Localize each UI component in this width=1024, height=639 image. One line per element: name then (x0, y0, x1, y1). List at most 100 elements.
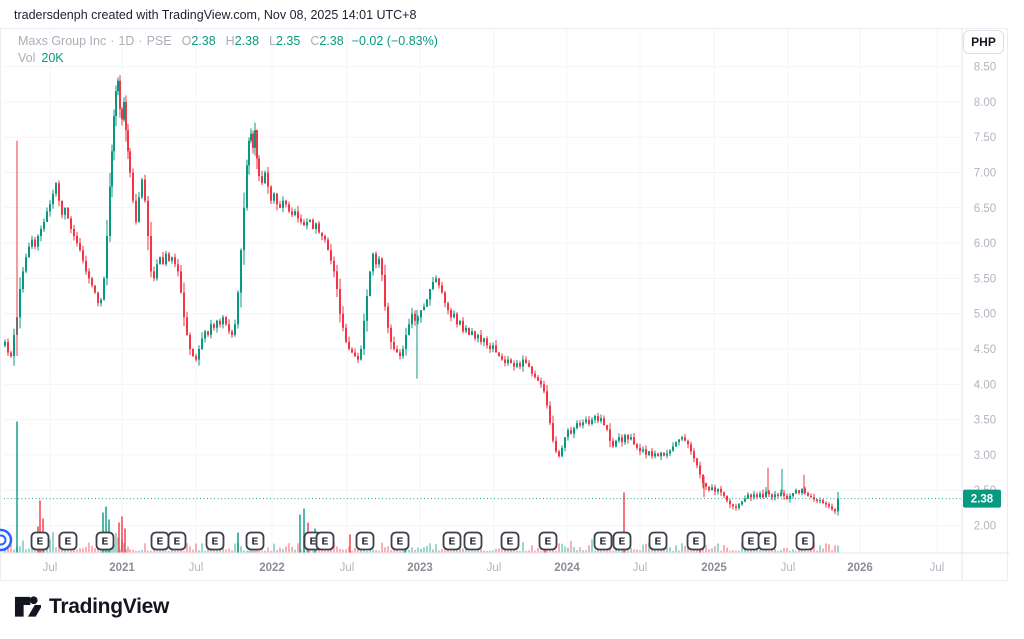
candle (168, 253, 170, 261)
tradingview-logo[interactable]: TradingView (14, 593, 169, 620)
price-axis-label[interactable]: 3.50 (974, 415, 996, 427)
time-axis-label[interactable]: Jul (340, 562, 355, 574)
earnings-marker[interactable] (500, 531, 520, 551)
earnings-marker[interactable] (686, 531, 706, 551)
earnings-marker[interactable] (463, 531, 483, 551)
candle (261, 176, 263, 184)
volume-bar (708, 549, 710, 553)
volume-bar (639, 550, 641, 553)
volume-bar (189, 546, 191, 553)
earnings-marker[interactable] (245, 531, 265, 551)
earnings-marker[interactable] (30, 531, 50, 551)
earnings-marker[interactable] (648, 531, 668, 551)
candle (76, 236, 78, 244)
price-axis-label[interactable]: 5.00 (974, 309, 996, 321)
candle (222, 317, 224, 325)
volume-bar (504, 549, 506, 553)
price-axis-label[interactable]: 8.50 (974, 62, 996, 74)
volume-legend[interactable]: Vol 20K (18, 51, 64, 65)
candle (609, 429, 611, 441)
earnings-marker[interactable] (315, 531, 335, 551)
candle (231, 331, 233, 335)
earnings-marker[interactable] (612, 531, 632, 551)
candle (501, 356, 503, 360)
candle (141, 179, 143, 198)
earnings-marker[interactable] (795, 531, 815, 551)
candle (150, 236, 152, 272)
earnings-marker[interactable] (355, 531, 375, 551)
time-axis-label[interactable]: Jul (43, 562, 58, 574)
candle (117, 80, 119, 92)
candle (657, 453, 659, 457)
candle (309, 219, 311, 222)
candle (606, 425, 608, 430)
time-axis-label[interactable]: Jul (633, 562, 648, 574)
time-axis-label[interactable]: 2026 (847, 562, 873, 574)
volume-bar (339, 548, 341, 553)
price-axis-label[interactable]: 3.00 (974, 450, 996, 462)
earnings-marker[interactable] (442, 531, 462, 551)
symbol-legend[interactable]: Maxs Group Inc · 1D · PSE O2.38 H2.38 L2.35 … (18, 34, 438, 48)
candle (525, 359, 527, 364)
time-axis-label[interactable]: Jul (487, 562, 502, 574)
price-axis-label[interactable]: 7.00 (974, 168, 996, 180)
volume-bar (792, 549, 794, 553)
earnings-marker[interactable] (593, 531, 613, 551)
price-axis-label[interactable]: 4.50 (974, 344, 996, 356)
currency-php-button[interactable]: PHP (963, 30, 1004, 54)
price-axis-label[interactable]: 2.00 (974, 521, 996, 533)
candle (34, 239, 36, 247)
volume-bar (828, 544, 830, 553)
price-axis-label[interactable]: 8.00 (974, 97, 996, 109)
earnings-marker[interactable] (390, 531, 410, 551)
candle (600, 418, 602, 422)
volume-bar (555, 550, 557, 553)
volume-bar (408, 549, 410, 553)
candle (795, 490, 797, 494)
time-axis-label[interactable]: Jul (189, 562, 204, 574)
volume-bar (765, 549, 767, 553)
earnings-marker-label: E (802, 537, 809, 548)
symbol-title[interactable]: Maxs Group Inc (18, 34, 107, 48)
earnings-marker[interactable] (95, 531, 115, 551)
candle (678, 439, 680, 443)
candle (597, 416, 599, 422)
time-axis-label[interactable]: 2024 (554, 562, 580, 574)
candle (660, 452, 662, 457)
earnings-marker[interactable] (757, 531, 777, 551)
candle (348, 341, 350, 349)
candle (135, 200, 137, 222)
earnings-marker[interactable] (167, 531, 187, 551)
chart-pane[interactable]: E E E E E E E E E E E E E E E E E E E E E E 8.50 8.00 7.50 7.00 6.… (0, 28, 1010, 581)
price-axis-label[interactable]: 4.00 (974, 379, 996, 391)
earnings-marker[interactable] (538, 531, 558, 551)
volume-bar (270, 550, 272, 553)
time-axis-label[interactable]: 2022 (259, 562, 285, 574)
price-axis-label[interactable]: 6.00 (974, 238, 996, 250)
time-axis-label[interactable]: Jul (930, 562, 945, 574)
earnings-marker-label: E (322, 537, 329, 548)
earnings-marker[interactable] (205, 531, 225, 551)
volume-bar (387, 546, 389, 553)
volume-bar (600, 549, 602, 553)
volume-bar (786, 547, 788, 553)
earnings-marker[interactable] (58, 531, 78, 551)
volume-bar (498, 548, 500, 553)
candle (663, 452, 665, 456)
price-axis-label[interactable]: 6.50 (974, 203, 996, 215)
candle (109, 186, 111, 237)
price-axis-label[interactable]: 7.50 (974, 132, 996, 144)
volume-spike (299, 514, 301, 553)
price-chart-canvas[interactable]: E E E E E E E E E E E E E E E E E E E E E E8.508.007.507.006.… (0, 28, 1010, 581)
candle (705, 483, 707, 487)
time-axis-label[interactable]: Jul (781, 562, 796, 574)
time-axis-label[interactable]: 2021 (109, 562, 135, 574)
price-axis-label[interactable]: 5.50 (974, 273, 996, 285)
volume-spike (16, 421, 18, 553)
time-axis-label[interactable]: 2023 (407, 562, 433, 574)
interval-label[interactable]: 1D (118, 34, 135, 48)
volume-bar (411, 547, 413, 553)
time-axis-label[interactable]: 2025 (701, 562, 727, 574)
volume-spike (623, 492, 625, 553)
volume-bar (399, 550, 401, 553)
